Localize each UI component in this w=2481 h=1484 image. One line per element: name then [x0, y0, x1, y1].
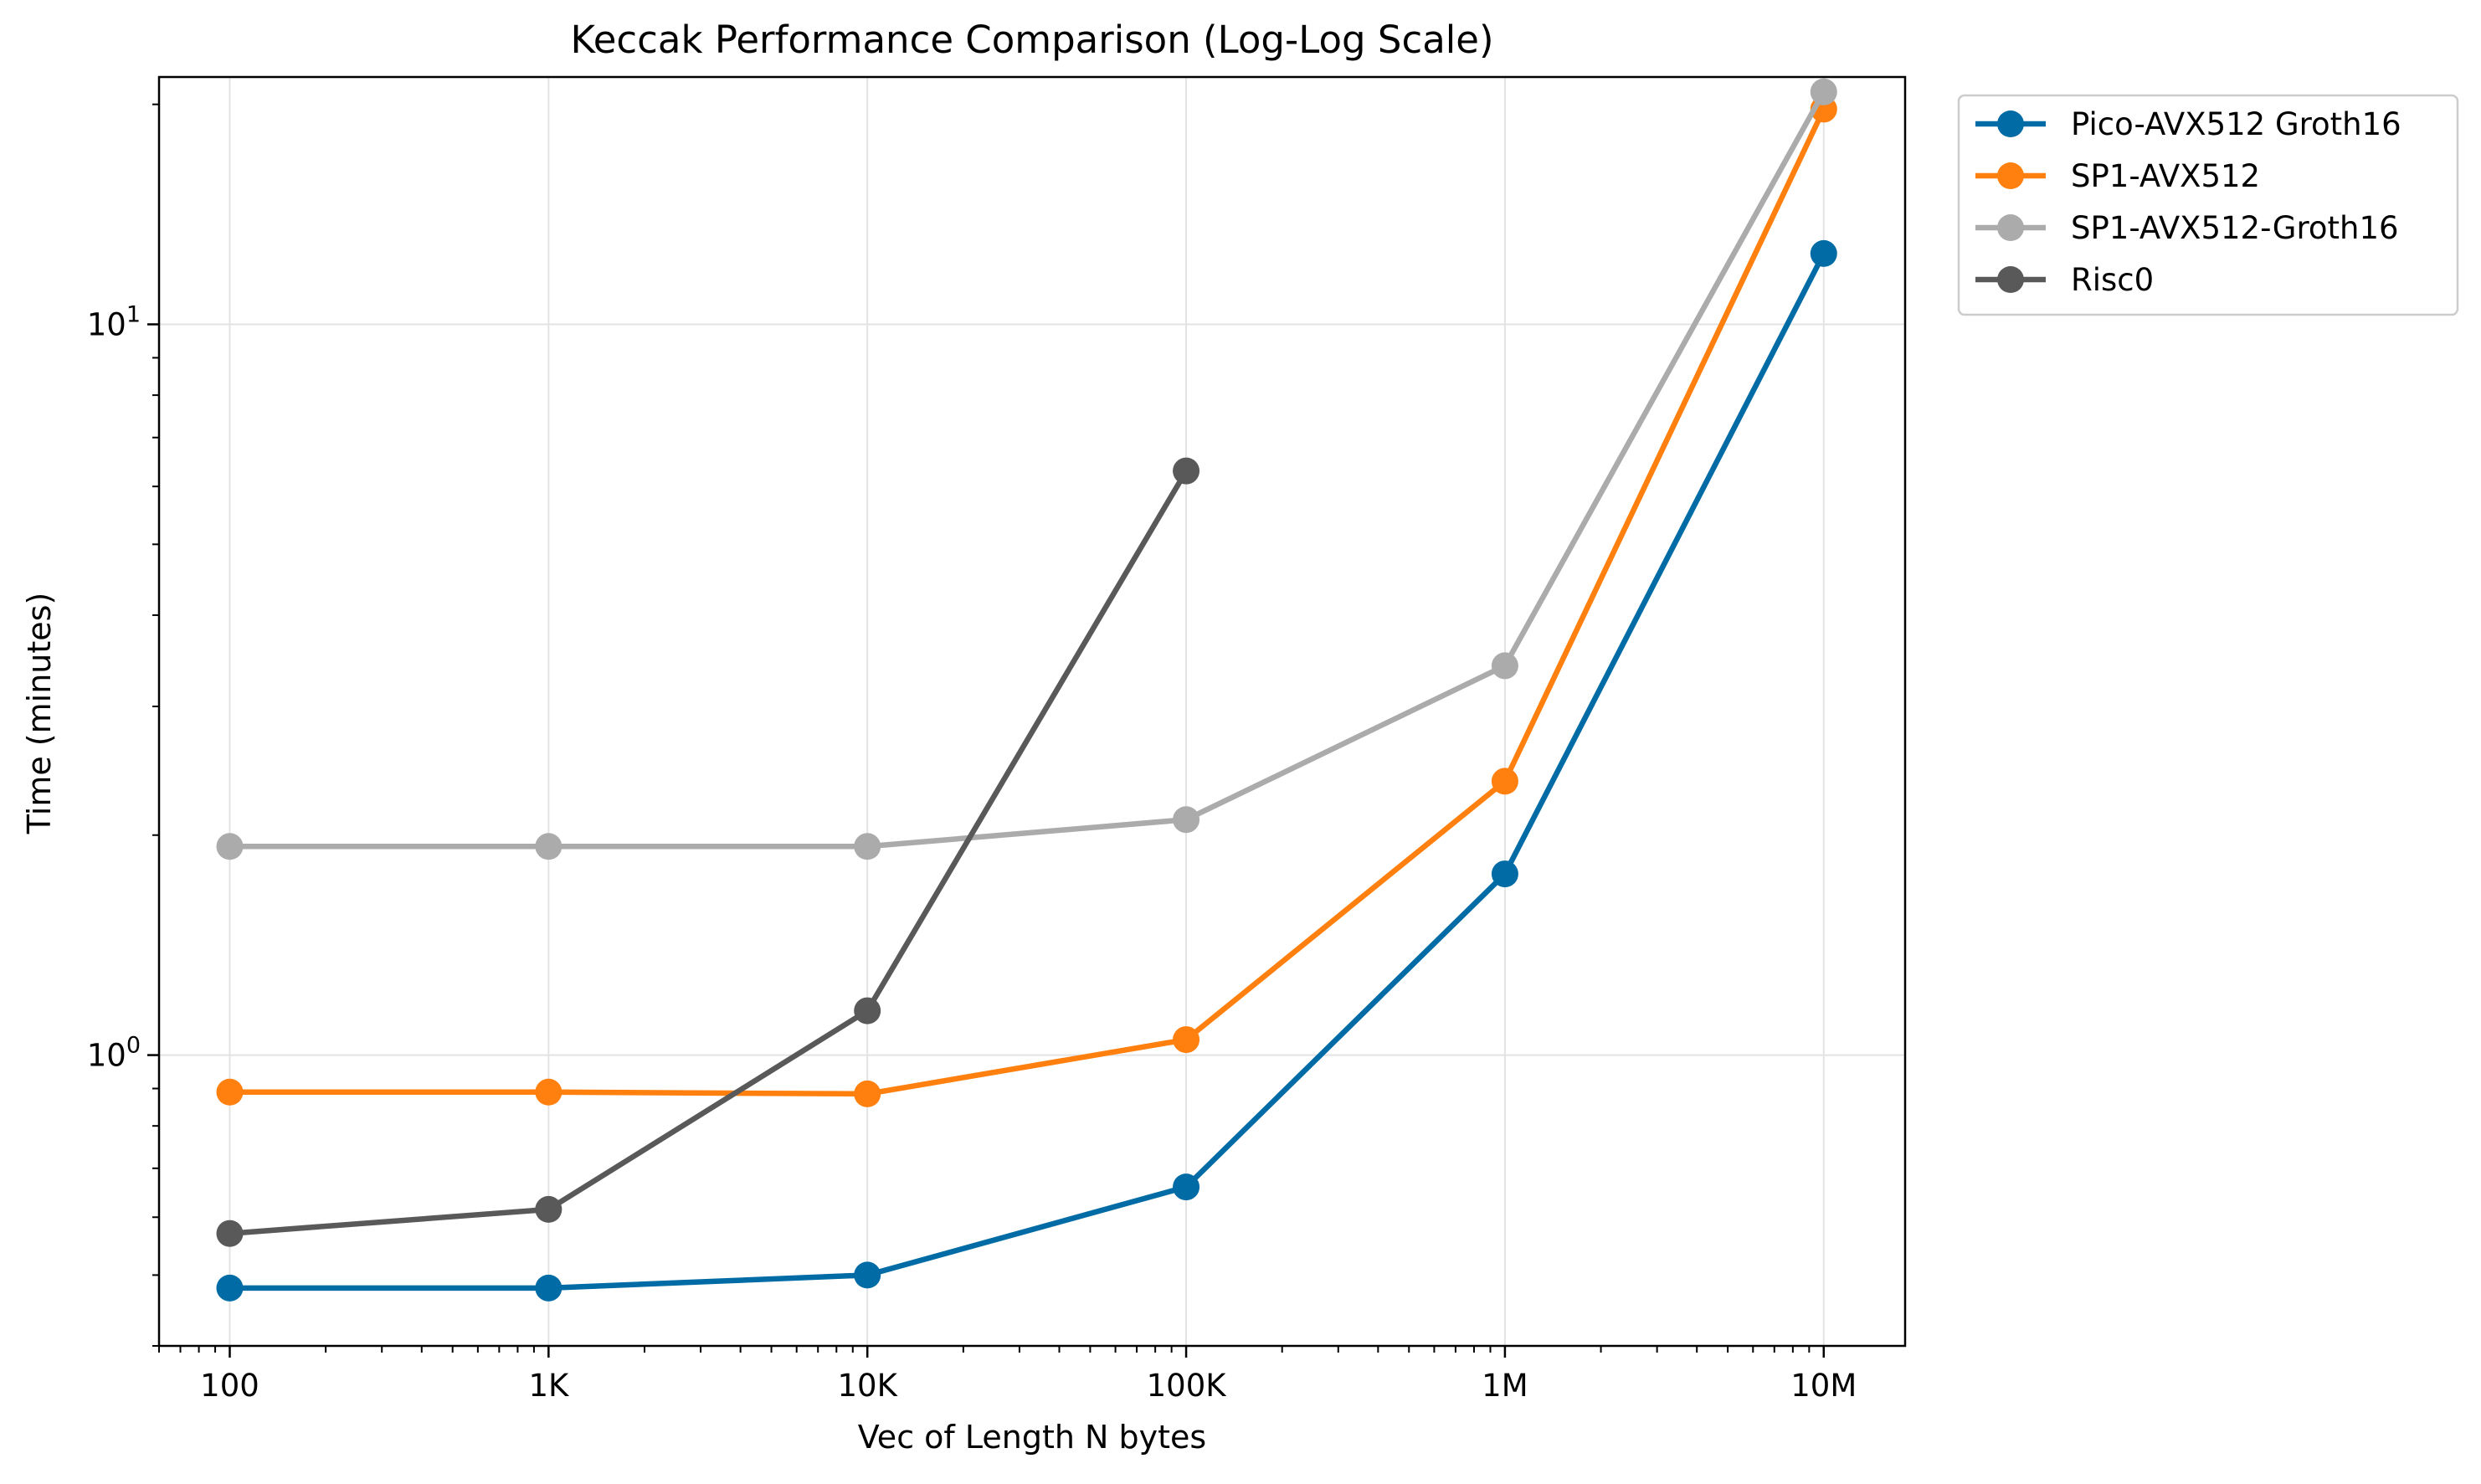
legend-marker: [1997, 110, 2024, 137]
data-point: [1810, 239, 1837, 267]
x-axis-label: Vec of Length N bytes: [858, 1419, 1206, 1456]
data-point: [1173, 1026, 1200, 1054]
grid-layer: [159, 77, 1905, 1346]
data-point: [216, 1274, 244, 1302]
x-tick-label: 100: [200, 1368, 259, 1404]
series-line: [227, 250, 1827, 1291]
data-point: [1491, 860, 1518, 888]
series-line: [227, 468, 1189, 1236]
legend-box: [1957, 94, 2459, 316]
data-point: [535, 1078, 562, 1106]
legend-label: SP1-AVX512-Groth16: [2071, 210, 2399, 246]
data-point: [535, 1274, 562, 1302]
legend: Pico-AVX512 Groth16 SP1-AVX512 SP1-AVX512-…: [1957, 94, 2459, 316]
legend-marker: [1997, 162, 2024, 189]
x-tick-label: 1M: [1482, 1368, 1528, 1404]
legend-label: SP1-AVX512: [2071, 158, 2260, 194]
data-point: [854, 997, 881, 1024]
x-tick-label: 10K: [838, 1368, 899, 1404]
legend-label: Risc0: [2071, 262, 2154, 298]
data-point: [216, 1078, 244, 1106]
x-tick-label: 10M: [1790, 1368, 1857, 1404]
data-point: [854, 1261, 881, 1289]
y-axis-label: Time (minutes): [21, 593, 58, 835]
data-point: [216, 1220, 244, 1247]
data-point: [1173, 1173, 1200, 1201]
x-tick-label: 100K: [1147, 1368, 1228, 1404]
data-point: [1491, 652, 1518, 680]
data-point: [854, 1080, 881, 1107]
series-line: [227, 106, 1827, 1097]
data-point: [535, 833, 562, 860]
y-tick-base: 10: [87, 1038, 126, 1074]
data-point: [1491, 768, 1518, 795]
y-tick-label: 101: [87, 301, 141, 342]
y-tick-exponent: 0: [126, 1033, 141, 1059]
legend-label: Pico-AVX512 Groth16: [2071, 106, 2401, 142]
plot-frame: [157, 75, 1907, 1348]
x-tick-label: 1K: [528, 1368, 570, 1404]
series-layer: [216, 78, 1837, 1302]
data-point: [535, 1195, 562, 1223]
legend-marker: [1997, 266, 2024, 293]
series-line: [227, 89, 1827, 850]
data-point: [1173, 457, 1200, 485]
chart-title: Keccak Performance Comparison (Log-Log S…: [570, 18, 1493, 62]
legend-marker: [1997, 214, 2024, 241]
y-tick-base: 10: [87, 306, 126, 342]
data-point: [854, 833, 881, 860]
data-point: [216, 833, 244, 860]
y-tick-exponent: 1: [126, 301, 141, 327]
y-tick-label: 100: [87, 1033, 141, 1074]
data-point: [1810, 78, 1837, 105]
data-point: [1173, 806, 1200, 834]
